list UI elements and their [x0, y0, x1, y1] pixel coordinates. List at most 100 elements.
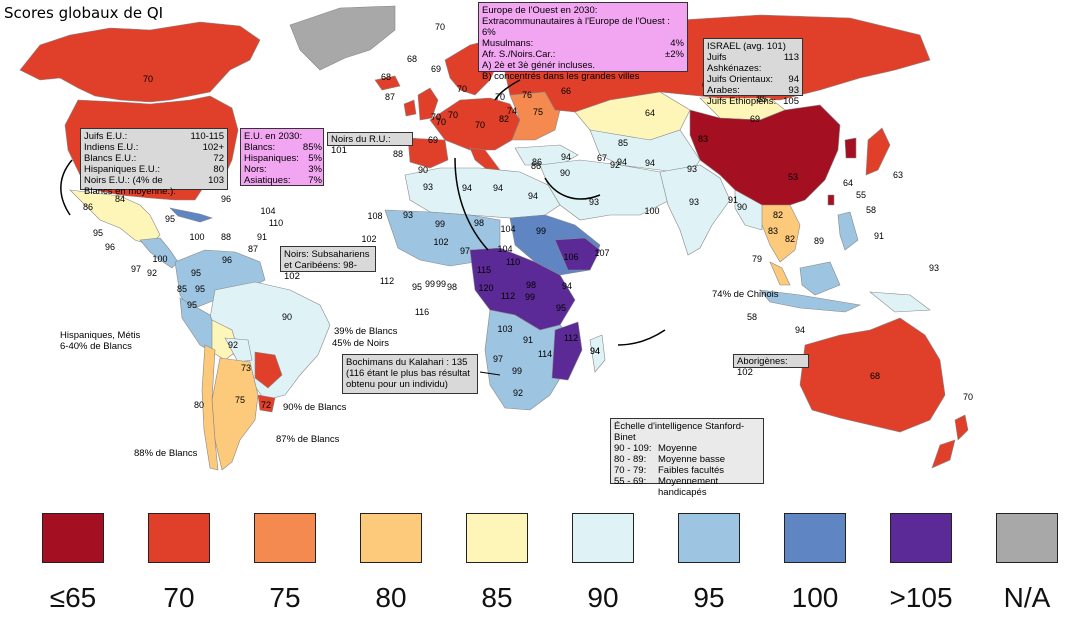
europe2030-value: 4%	[670, 38, 684, 49]
region-south-brazil	[254, 351, 283, 389]
legend-swatch	[360, 513, 422, 563]
scale-range: 55 - 69:	[614, 476, 647, 487]
iq-value-thai: 82	[773, 210, 783, 220]
iq-value-ireland: 70	[431, 112, 441, 122]
iq-value-europe1: 70	[435, 22, 445, 32]
region-japan	[865, 127, 891, 176]
arrow-madagascar	[617, 329, 666, 346]
iq-value-e_africa3: 94	[590, 346, 600, 356]
iq-value-w_africa4: 104	[500, 224, 515, 234]
map-title: Scores globaux de QI	[4, 4, 163, 22]
iq-value-carib2: 96	[221, 194, 231, 204]
iq-value-n_america: 70	[143, 74, 153, 84]
iq-value-centralasia1: 85	[618, 138, 628, 148]
iq-value-europe2: 69	[431, 64, 441, 74]
europe2030-table: Musulmans: 4% Afr. S./Noirs.Car.: ±2%	[482, 38, 684, 60]
israel-label: Arabes:	[707, 85, 740, 96]
iq-value-c_africa8: 95	[556, 303, 566, 313]
iq-value-ecuador: 95	[187, 300, 197, 310]
region-borneo	[799, 261, 841, 296]
iq-value-madagascar: 94	[590, 346, 600, 356]
region-australia	[799, 317, 946, 433]
iq-value-japan: 63	[893, 170, 903, 180]
usa2030-value: 5%	[308, 153, 322, 164]
usa2030-value: 7%	[308, 175, 322, 186]
iq-value-bolivia: 85	[177, 284, 187, 294]
usa-row-value: 110-115	[190, 131, 224, 142]
iq-value-cuba: 84	[115, 194, 125, 204]
europe2030-label: Musulmans:	[482, 38, 534, 49]
iq-value-laos: 83	[768, 226, 778, 236]
iq-value-c_africa7: 94	[562, 281, 572, 291]
europe2030-note-a: A) 2è et 3è génér incluses.	[482, 60, 596, 71]
iq-value-hk: 58	[866, 205, 876, 215]
iq-value-c_africa6: 99	[525, 292, 535, 302]
usa-row-value: 103	[208, 175, 224, 186]
region-iberia	[407, 137, 449, 169]
annotation-brazil-blacks: 45% de Noirs	[332, 338, 390, 349]
scale-desc: Moyenne	[658, 443, 698, 454]
usa-row-value: 102+	[202, 142, 224, 153]
iq-value-centralasia2: 94	[617, 157, 627, 167]
region-caribbean	[169, 207, 213, 223]
iq-value-vietnam: 82	[785, 234, 795, 244]
usa2030-label: Hispaniques:	[244, 153, 299, 164]
israel-value: 94	[788, 74, 799, 85]
scale-desc: Moyenne basse	[658, 454, 726, 465]
iq-value-europe8: 82	[499, 114, 509, 124]
iq-value-europe6: 70	[457, 84, 467, 94]
region-east-africa	[554, 237, 601, 271]
region-se-asia	[759, 204, 801, 263]
iq-value-c_africa5: 98	[526, 280, 536, 290]
israel-label: Juifs Ethiopiens:	[707, 96, 777, 107]
israel-label: Juifs Ashkénazes:	[707, 52, 762, 74]
box-bochimans: Bochimans du Kalahari : 135 (116 étant l…	[342, 354, 478, 394]
iq-value-mideast4: 100	[644, 206, 659, 216]
israel-value: 105	[783, 96, 799, 107]
iq-value-europe4: 70	[495, 92, 505, 102]
legend-swatch	[890, 513, 952, 563]
region-north-africa	[404, 167, 561, 219]
iq-value-w_africa13: 99	[436, 279, 446, 289]
usa2030-value: 85%	[302, 142, 322, 153]
annotation-chile-whites: 88% de Blancs	[134, 448, 198, 459]
region-ireland	[403, 99, 417, 117]
region-uruguay	[257, 394, 276, 413]
scale-range: 70 - 79:	[614, 465, 647, 476]
usa-row-value: 80	[213, 164, 224, 175]
iq-value-c_africa1: 110	[506, 257, 520, 267]
usa-row-label: Indiens E.U.:	[84, 142, 139, 153]
region-southern-africa	[484, 309, 576, 411]
iq-value-chile: 80	[194, 400, 204, 410]
iq-value-c_africa3: 120	[478, 283, 493, 293]
iq-value-png: 93	[929, 263, 939, 273]
iq-value-central1: 95	[93, 228, 103, 238]
iq-value-s_africa5: 97	[493, 354, 503, 364]
iq-value-iberia: 70	[436, 117, 446, 127]
iq-value-greenland: 68	[381, 72, 391, 82]
region-paraguay	[224, 337, 253, 363]
iq-value-carib5: 110	[269, 218, 283, 228]
iq-value-bangla: 91	[728, 195, 738, 205]
scale-range: 90 - 109:	[614, 443, 652, 454]
usa-row-label: Blancs E.U.:	[84, 153, 137, 164]
iq-value-uruguay: 72	[261, 400, 271, 410]
iq-value-s_africa6: 99	[512, 366, 522, 376]
iq-value-w_africa9: 97	[460, 246, 470, 256]
legend-swatch	[996, 513, 1058, 563]
iq-value-colombia: 95	[191, 268, 201, 278]
legend-swatch	[42, 513, 104, 563]
legend-label: >105	[889, 582, 953, 613]
usa-row-label: Juifs E.U.:	[84, 131, 128, 142]
legend-swatch	[572, 513, 634, 563]
israel-table: Juifs Ashkénazes: 113 Juifs Orientaux: 94 …	[707, 52, 799, 107]
legend-swatch	[678, 513, 740, 563]
legend-swatch	[784, 513, 846, 563]
iq-value-kazakh: 64	[645, 108, 655, 118]
box-aborigenes: Aborigènes: 102	[733, 354, 809, 378]
iq-value-maghreb: 88	[393, 149, 403, 159]
iq-value-spain: 69	[428, 135, 438, 145]
scale-range: 80 - 89:	[614, 454, 647, 465]
iq-value-s_africa4: 114	[538, 349, 552, 359]
iq-value-philip: 89	[814, 236, 824, 246]
